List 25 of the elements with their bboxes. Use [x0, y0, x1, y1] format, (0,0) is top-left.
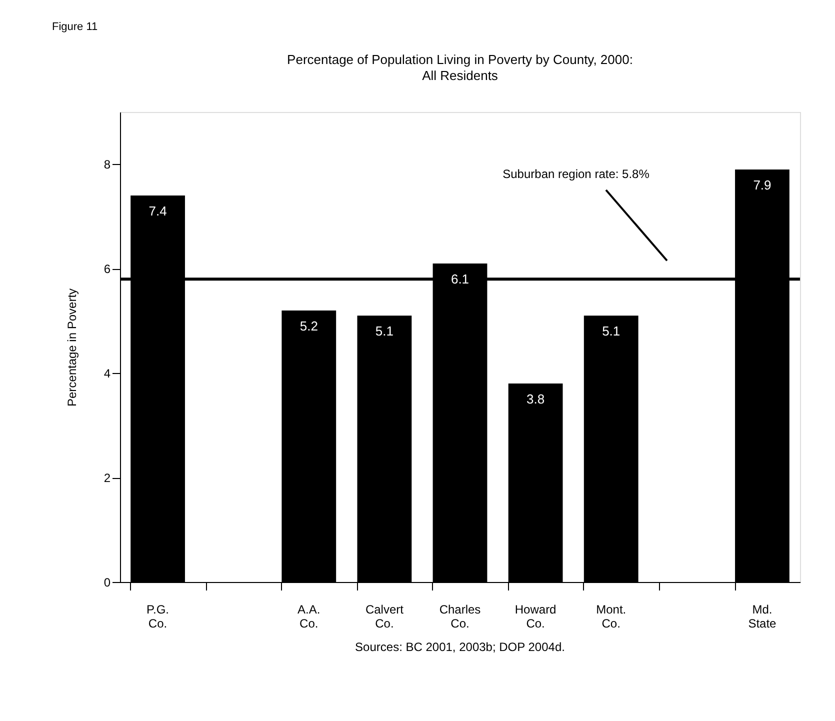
x-tick-label: Mont. Co. — [596, 602, 626, 630]
data-label: 6.1 — [450, 271, 470, 286]
data-label: 5.2 — [300, 318, 318, 334]
y-tick-label: 0 — [104, 576, 111, 590]
x-tick-label: Howard Co. — [514, 602, 556, 630]
x-tick-label: A.A. Co. — [298, 602, 320, 630]
source-note: Sources: BC 2001, 2003b; DOP 2004d. — [355, 640, 565, 654]
x-tick-label: P.G. Co. — [146, 602, 170, 630]
data-label: 7.9 — [753, 177, 772, 192]
y-tick-label: 4 — [104, 366, 111, 381]
caption: Figure 11 — [52, 21, 98, 33]
chart-subtitle: All Residents — [422, 68, 498, 83]
data-label: 5.1 — [375, 324, 394, 339]
x-tick-label: Charles Co. — [439, 602, 481, 630]
chart-title: Percentage of Population Living in Poverty by County, 2000: — [287, 52, 633, 67]
y-tick-label: 8 — [104, 158, 111, 172]
x-tick-label: Calvert Co. — [365, 602, 404, 630]
y-axis-title: Percentage in Poverty — [64, 288, 79, 407]
x-tick-label: Md. State — [748, 602, 777, 630]
data-label: 7.4 — [148, 204, 167, 219]
data-label: 3.8 — [526, 392, 545, 407]
y-tick-label: 2 — [104, 471, 111, 486]
ref-line-label: Suburban region rate: 5.8% — [502, 167, 650, 182]
y-tick-label: 6 — [104, 262, 111, 276]
data-label: 5.1 — [602, 324, 620, 339]
